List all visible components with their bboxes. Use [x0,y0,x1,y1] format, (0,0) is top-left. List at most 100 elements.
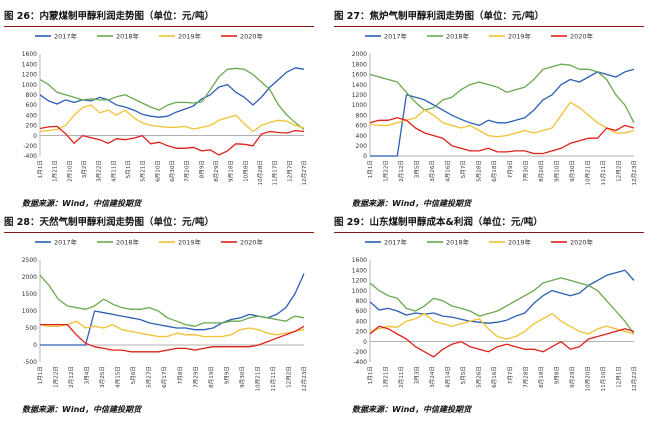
x-tick-label: 10月28日 [257,160,264,185]
x-tick-label: 5月27日 [146,366,153,388]
x-tick-label: 8月20日 [538,160,545,182]
x-tick-label: 1月1日 [37,366,44,384]
panel-coke-oven-gas: 图 27：焦炉气制甲醇利润走势图（单位：元/吨） 2017年 2018年 2019年… [334,10,644,210]
x-tick-label: 5月1日 [125,160,132,178]
x-tick-label: 8月18日 [538,366,545,388]
legend-label: 2019年 [508,32,532,41]
source-note: 数据来源：Wind，中信建投期货 [22,405,141,414]
x-tick-label: 1月21日 [383,366,390,388]
y-tick-label: -400 [23,153,37,160]
series-line-2020年 [39,125,305,156]
y-tick-label: -200 [353,349,367,356]
y-tick-label: 800 [26,92,38,99]
x-tick-label: 10月21日 [584,160,591,185]
legend-label: 2017年 [54,238,78,247]
panel-shandong-coal: 图 29：山东煤制甲醇成本&利润（单位：元/吨） 2017年 2018年 2019年… [334,216,644,416]
series-line-2017年 [370,68,635,157]
legend-label: 2020年 [240,238,264,247]
legend-label: 2018年 [116,238,140,247]
y-tick-label: 0 [33,133,37,140]
x-tick-label: 12月7日 [286,160,293,182]
legend-label: 2018年 [446,32,470,41]
panel-inner-mongolia-coal: 图 26：内蒙煤制甲醇利润走势图（单位：元/吨） 2017年 2018年 2019年… [4,10,314,210]
x-tick-label: 11月11日 [270,366,277,391]
x-tick-label: 2月10日 [66,160,73,182]
legend-label: 2019年 [178,32,202,41]
x-tick-label: 9月10日 [553,160,560,182]
y-tick-label: 1600 [22,51,37,58]
legend-label: 2020年 [570,238,594,247]
x-tick-label: 12月23日 [301,366,308,391]
y-tick-label: 1000 [22,82,37,89]
x-tick-label: 2月11日 [398,366,405,388]
x-tick-label: 3月24日 [429,366,436,388]
y-tick-label: -200 [23,143,37,150]
y-tick-label: 800 [356,112,368,119]
x-tick-label: 12月2日 [615,160,622,182]
x-tick-label: 7月9日 [507,160,514,178]
chart-title: 图 27：焦炉气制甲醇利润走势图（单位：元/吨） [334,11,544,22]
x-tick-label: 12月1日 [615,366,622,388]
x-tick-label: 4月14日 [445,366,452,388]
y-tick-label: 1400 [352,82,367,89]
series-line-2020年 [369,117,635,155]
x-tick-label: 3月26日 [429,160,436,182]
x-tick-label: 11月11日 [600,160,607,185]
y-tick-label: 200 [356,329,368,336]
x-tick-label: 7月7日 [507,366,514,384]
y-tick-label: 0 [363,339,367,346]
y-tick-label: 1600 [352,72,367,79]
x-tick-label: 5月5日 [460,366,467,384]
y-tick-label: 600 [26,102,38,109]
y-tick-label: 1200 [352,278,367,285]
x-tick-label: 1月22日 [53,366,60,388]
x-tick-label: 3月5日 [414,160,421,178]
profit-chart: 2017年 2018年 2019年 2020年 -500 0 500 1000 1500 2000… [22,238,308,392]
profit-chart: 2017年 2018年 2019年 2020年 -400 -200 0 200 400 600 80… [352,238,638,392]
y-tick-label: 200 [356,143,368,150]
y-tick-label: 400 [356,318,368,325]
y-tick-label: 1200 [352,92,367,99]
x-tick-label: 6月18日 [491,160,498,182]
y-tick-label: 800 [356,298,368,305]
x-tick-label: 10月8日 [242,160,249,182]
title-divider [4,232,314,233]
series-line-2017年 [369,269,635,324]
x-tick-label: 11月10日 [600,366,607,391]
x-tick-label: 4月11日 [110,160,117,182]
series-line-2018年 [369,63,635,124]
x-tick-label: 12月22日 [631,366,638,391]
x-tick-label: 6月16日 [491,366,498,388]
x-tick-label: 6月30日 [169,160,176,182]
y-tick-label: 0 [33,342,37,349]
y-tick-label: 1400 [352,267,367,274]
series-line-2019年 [369,101,635,138]
y-tick-label: 500 [26,325,38,332]
legend-label: 2019年 [178,238,202,247]
y-tick-label: 1200 [22,72,37,79]
y-tick-label: 400 [26,112,38,119]
y-tick-label: 0 [363,153,367,160]
y-tick-label: 1000 [352,288,367,295]
x-tick-label: 7月20日 [184,160,191,182]
x-tick-label: 10月20日 [584,366,591,391]
x-tick-label: 1月1日 [367,366,374,384]
y-tick-label: 1000 [352,102,367,109]
x-tick-label: 5月7日 [460,160,467,178]
legend-label: 2019年 [508,238,532,247]
x-tick-label: 8月9日 [198,160,205,178]
x-tick-label: 3月4日 [84,366,91,384]
x-tick-label: 8月29日 [213,160,220,182]
x-tick-label: 6月17日 [161,366,168,388]
x-tick-label: 7月28日 [522,366,529,388]
x-tick-label: 5月26日 [476,366,483,388]
y-tick-label: -500 [23,359,37,366]
panel-natural-gas: 图 28：天然气制甲醇利润走势图（单位：元/吨） 2017年 2018年 2019年… [4,216,314,416]
y-tick-label: 600 [356,123,368,130]
x-tick-label: 2月12日 [68,366,75,388]
x-tick-label: 9月18日 [228,160,235,182]
legend-label: 2017年 [54,32,78,41]
x-tick-label: 3月3日 [414,366,421,384]
title-divider [334,26,644,27]
y-tick-label: 1000 [22,308,37,315]
